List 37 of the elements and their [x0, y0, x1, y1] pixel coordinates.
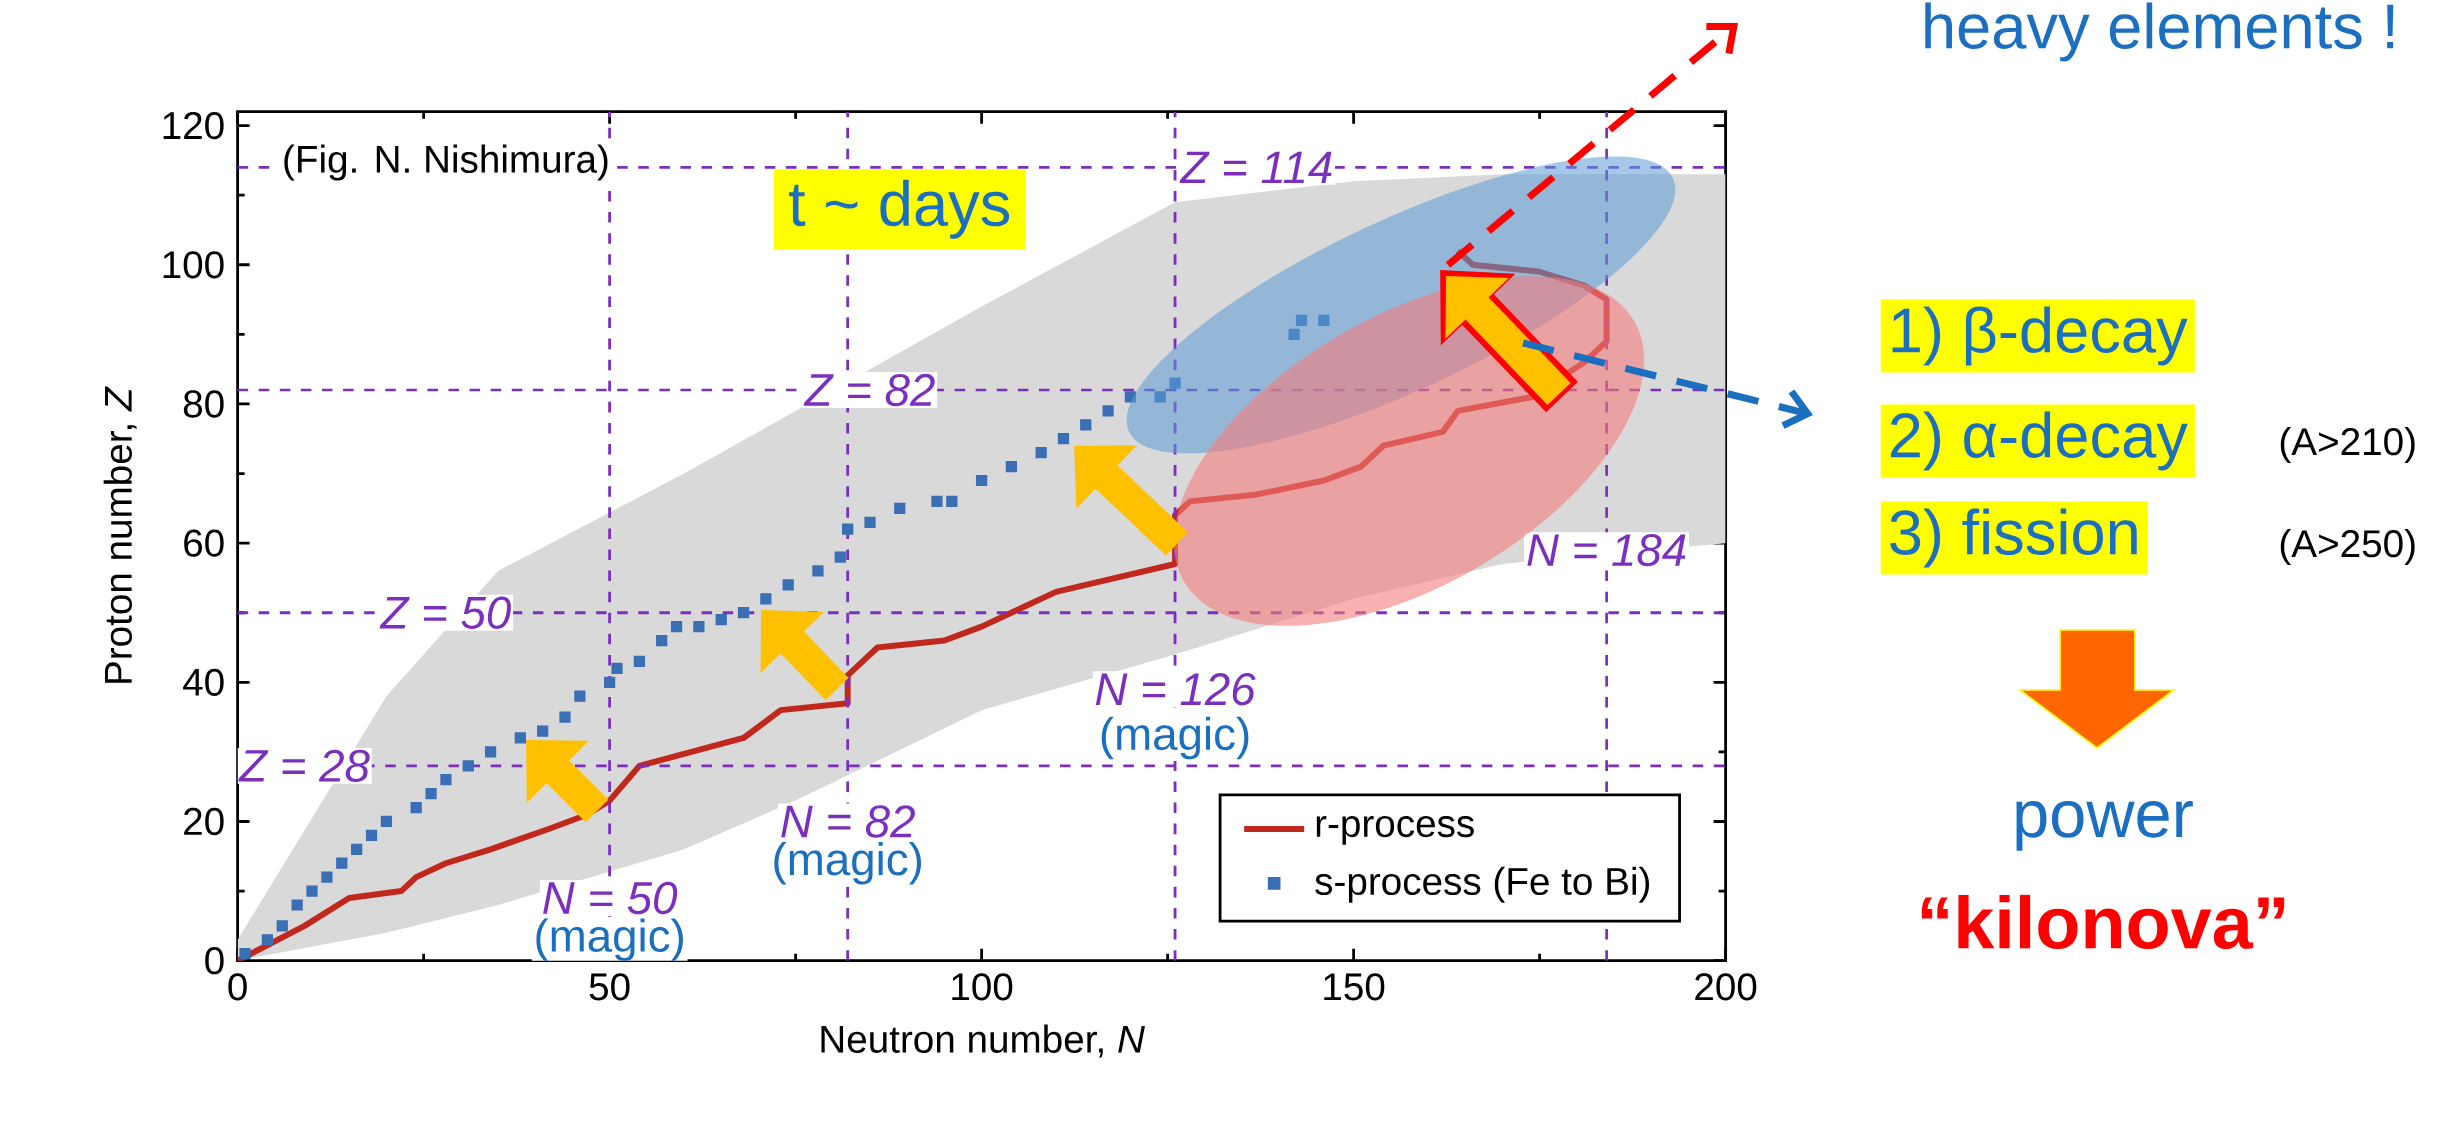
- text: (A>250): [2280, 528, 2415, 565]
- y-tick-label: 60: [184, 529, 224, 557]
- text: 1) β-decay: [1892, 306, 2188, 366]
- annotation: N = 184: [1527, 533, 1686, 567]
- x-tick-label: 200: [1695, 973, 1757, 1001]
- annotation: (magic): [774, 841, 922, 885]
- text: 3) fission: [1890, 508, 2137, 568]
- annotation: Z = 114: [1179, 151, 1332, 184]
- y-tick-label: 80: [183, 390, 224, 418]
- x-tick-label: 50: [589, 973, 630, 1001]
- text: (A>210): [2280, 426, 2415, 463]
- annotation: (magic): [1101, 716, 1249, 760]
- y-tick-label: 0: [205, 947, 224, 975]
- y-tick-label: 120: [163, 111, 224, 140]
- text: “kilonova”: [1921, 894, 2285, 950]
- annotation: (Fig. N. Nishimura): [284, 144, 608, 181]
- annotation: Z = 28: [238, 749, 370, 783]
- text: heavy elements !: [1925, 2, 2394, 62]
- annotation: Z = 50: [379, 596, 511, 629]
- x-axis-title: Neutron number, N: [821, 1024, 1145, 1058]
- y-tick-label: 20: [184, 807, 224, 836]
- annotation: N = 50: [543, 881, 678, 915]
- y-tick-label: 40: [183, 668, 224, 697]
- x-tick-label: 0: [228, 973, 247, 1001]
- legend-label: s-process (Fe to Bi): [1315, 866, 1649, 903]
- annotation: N = 82: [781, 805, 915, 838]
- y-tick-label: 100: [163, 251, 224, 279]
- text: power: [2016, 801, 2193, 851]
- x-tick-label: 100: [952, 973, 1013, 1001]
- y-axis-title: Proton number, Z: [103, 386, 137, 683]
- text: 2) α-decay: [1890, 411, 2188, 471]
- x-tick-label: 150: [1324, 973, 1385, 1001]
- annotation: t ~ days: [789, 179, 1010, 239]
- annotation: (magic): [536, 918, 683, 962]
- annotation: Z = 82: [803, 373, 935, 407]
- legend-label: r-process: [1316, 816, 1474, 845]
- annotation: N = 126: [1095, 673, 1256, 706]
